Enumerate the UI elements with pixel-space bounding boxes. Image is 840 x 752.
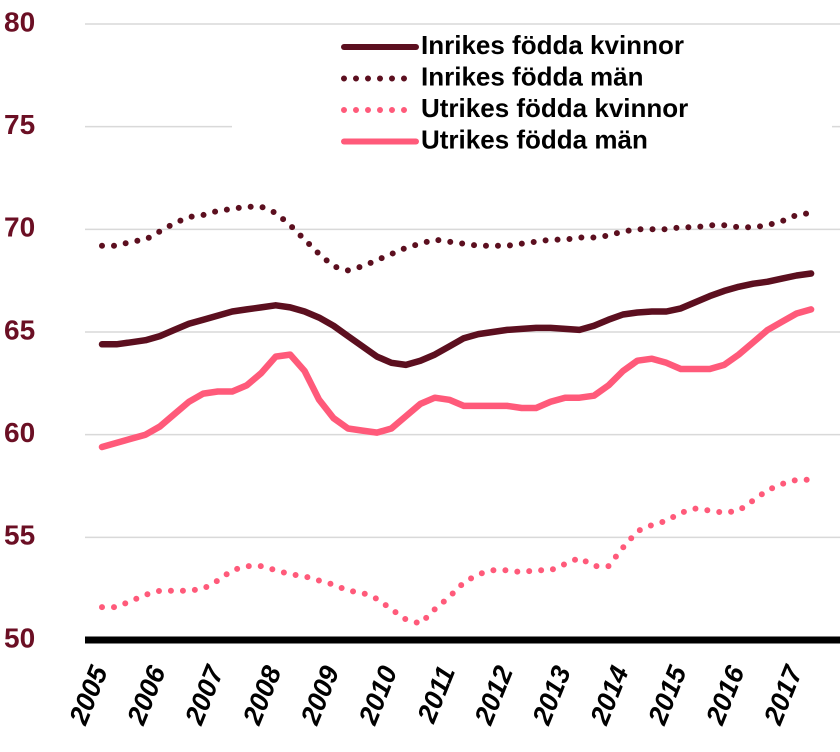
x-tick-label: 2006 xyxy=(121,661,172,730)
x-tick-label: 2017 xyxy=(758,660,809,730)
x-tick-label: 2005 xyxy=(63,661,114,730)
legend-label: Inrikes födda män xyxy=(421,61,644,91)
x-tick-label: 2011 xyxy=(411,662,461,728)
x-tick-label: 2010 xyxy=(352,662,403,730)
legend-label: Utrikes födda kvinnor xyxy=(421,93,688,123)
series-line xyxy=(99,476,815,627)
series-line xyxy=(99,203,815,274)
y-tick-label: 55 xyxy=(4,520,35,551)
legend-background xyxy=(232,28,832,160)
x-tick-label: 2014 xyxy=(584,662,635,730)
y-tick-label: 65 xyxy=(4,314,35,345)
y-tick-label: 70 xyxy=(4,212,35,243)
x-tick-label: 2007 xyxy=(179,660,230,730)
x-tick-label: 2013 xyxy=(526,662,577,730)
series-line xyxy=(98,270,815,369)
y-tick-label: 80 xyxy=(4,6,35,37)
series-line xyxy=(98,306,815,451)
legend-label: Utrikes födda män xyxy=(421,124,648,154)
y-tick-label: 60 xyxy=(4,417,35,448)
x-tick-label: 2016 xyxy=(700,661,751,730)
x-tick-label: 2008 xyxy=(237,662,288,730)
x-tick-label: 2015 xyxy=(642,661,693,730)
legend-label: Inrikes födda kvinnor xyxy=(421,30,684,60)
y-tick-label: 75 xyxy=(4,109,35,140)
x-tick-label: 2012 xyxy=(468,662,519,730)
y-tick-label: 50 xyxy=(4,622,35,653)
x-tick-label: 2009 xyxy=(295,662,346,730)
